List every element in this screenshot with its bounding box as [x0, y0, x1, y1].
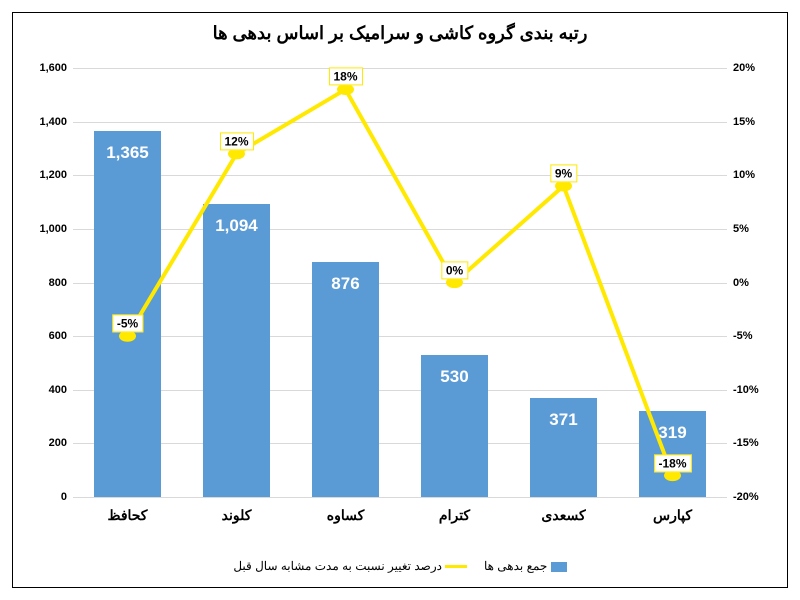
- legend-swatch-bar: [551, 562, 567, 572]
- pct-label: 9%: [550, 164, 577, 182]
- grid-line: [73, 175, 727, 176]
- y1-tick-label: 1,200: [25, 169, 67, 181]
- x-tick-label: کساوه: [327, 507, 365, 524]
- bar-value-label: 530: [421, 367, 489, 387]
- grid-line: [73, 443, 727, 444]
- legend-swatch-line: [445, 565, 467, 568]
- chart-frame: رتبه بندی گروه کاشی و سرامیک بر اساس بده…: [12, 12, 788, 588]
- y2-tick-label: -15%: [733, 437, 775, 449]
- legend: جمع بدهی ها درصد تغییر نسبت به مدت مشابه…: [13, 559, 787, 573]
- x-tick-label: کحافظ: [108, 507, 148, 524]
- y2-tick-label: -20%: [733, 491, 775, 503]
- y1-tick-label: 1,400: [25, 116, 67, 128]
- y1-tick-label: 600: [25, 330, 67, 342]
- grid-line: [73, 336, 727, 337]
- plot-area: 02004006008001,0001,2001,4001,600-20%-15…: [73, 68, 727, 497]
- legend-label-series1: جمع بدهی ها: [484, 559, 547, 573]
- grid-line: [73, 497, 727, 498]
- y2-tick-label: -5%: [733, 330, 775, 342]
- bar-value-label: 1,365: [94, 143, 162, 163]
- bar-value-label: 319: [639, 423, 707, 443]
- y2-tick-label: -10%: [733, 384, 775, 396]
- pct-label: -18%: [653, 454, 691, 472]
- bar-value-label: 1,094: [203, 216, 271, 236]
- y1-tick-label: 1,000: [25, 223, 67, 235]
- bar: 371: [530, 398, 598, 497]
- bar: 876: [312, 262, 380, 497]
- pct-label: 0%: [441, 261, 468, 279]
- y2-tick-label: 5%: [733, 223, 775, 235]
- x-tick-label: کسعدی: [541, 507, 585, 524]
- x-tick-label: کترام: [439, 507, 470, 524]
- y1-tick-label: 200: [25, 437, 67, 449]
- y1-tick-label: 400: [25, 384, 67, 396]
- grid-line: [73, 390, 727, 391]
- pct-label: 18%: [328, 68, 362, 86]
- y2-tick-label: 20%: [733, 62, 775, 74]
- grid-line: [73, 283, 727, 284]
- pct-label: 12%: [219, 132, 253, 150]
- chart-title: رتبه بندی گروه کاشی و سرامیک بر اساس بده…: [13, 23, 787, 44]
- bar: 1,094: [203, 204, 271, 497]
- bar-value-label: 876: [312, 274, 380, 294]
- y1-tick-label: 1,600: [25, 62, 67, 74]
- y2-tick-label: 10%: [733, 169, 775, 181]
- pct-label: -5%: [112, 315, 143, 333]
- legend-label-series2: درصد تغییر نسبت به مدت مشابه سال قبل: [233, 559, 442, 573]
- y2-tick-label: 15%: [733, 116, 775, 128]
- grid-line: [73, 229, 727, 230]
- x-tick-label: کپارس: [653, 507, 692, 524]
- grid-line: [73, 122, 727, 123]
- grid-line: [73, 68, 727, 69]
- y2-tick-label: 0%: [733, 277, 775, 289]
- x-tick-label: کلوند: [222, 507, 252, 524]
- y1-tick-label: 0: [25, 491, 67, 503]
- bar: 530: [421, 355, 489, 497]
- bar-value-label: 371: [530, 410, 598, 430]
- y1-tick-label: 800: [25, 277, 67, 289]
